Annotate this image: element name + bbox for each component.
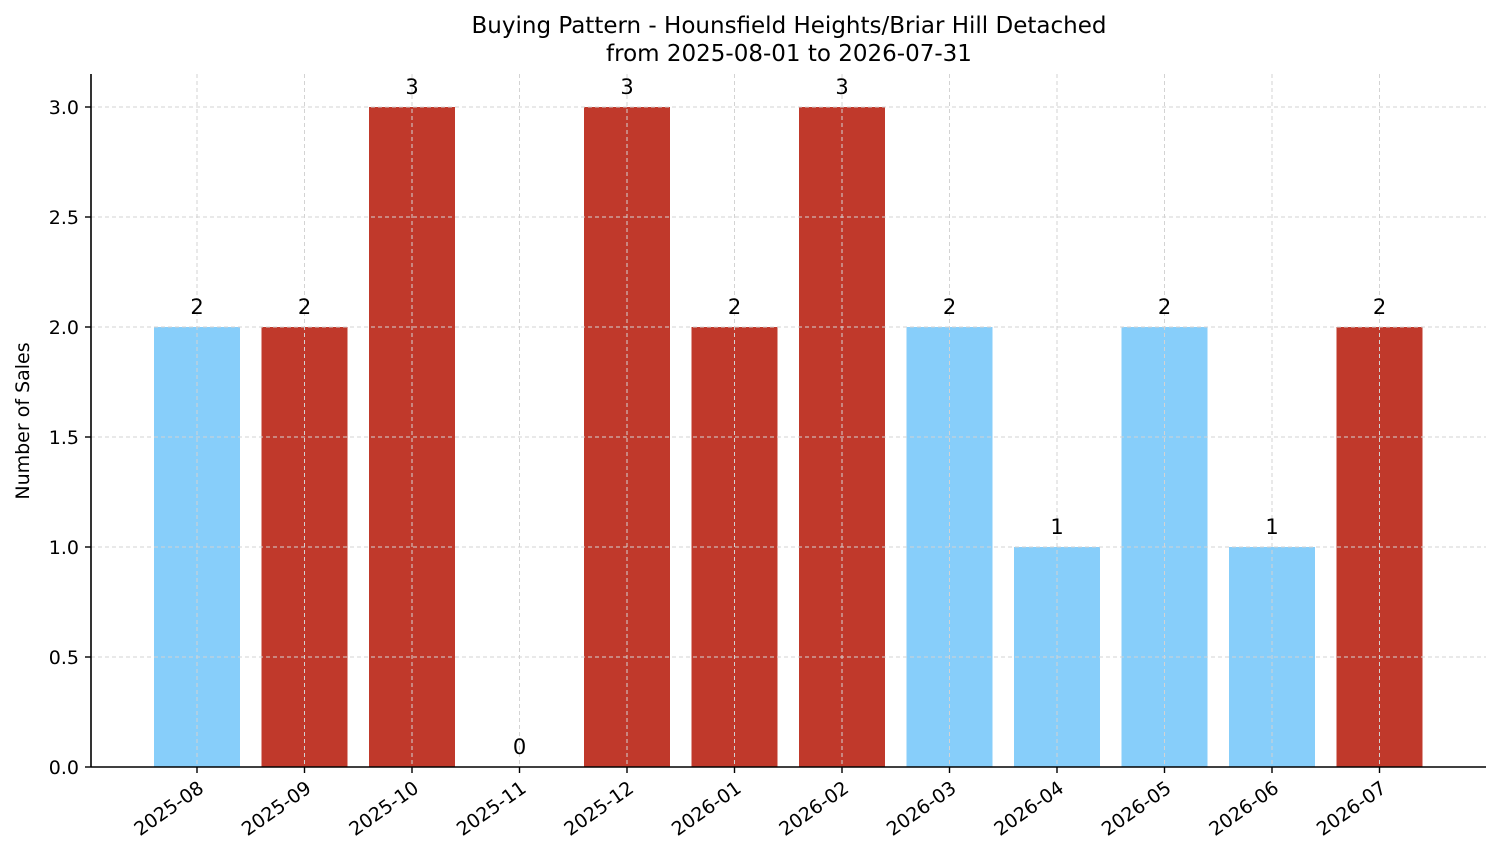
y-tick-label: 0.0: [49, 757, 79, 779]
bar-value-label: 2: [1158, 295, 1171, 319]
bar-value-label: 2: [298, 295, 311, 319]
x-tick-label: 2025-12: [560, 777, 638, 841]
y-tick-label: 0.5: [49, 647, 79, 669]
x-tick-label: 2026-02: [775, 777, 853, 841]
y-tick-label: 3.0: [49, 97, 79, 119]
x-tick-label: 2025-08: [130, 777, 208, 841]
chart-subtitle: from 2025-08-01 to 2026-07-31: [606, 41, 972, 67]
bar-value-label: 2: [943, 295, 956, 319]
bar-value-label: 0: [513, 735, 526, 759]
bar-value-label: 2: [1373, 295, 1386, 319]
y-tick-label: 2.5: [49, 207, 79, 229]
bar-value-label: 3: [620, 75, 633, 99]
y-axis-ticks: 0.0 0.5 1.0 1.5 2.0 2.5 3.0: [49, 97, 91, 779]
bar-value-label: 3: [405, 75, 418, 99]
bar-value-label: 2: [728, 295, 741, 319]
x-tick-label: 2025-09: [238, 777, 316, 841]
y-tick-label: 1.5: [49, 427, 79, 449]
bar-value-label: 1: [1265, 515, 1278, 539]
x-tick-label: 2026-07: [1313, 777, 1391, 841]
bars: [91, 74, 1486, 768]
x-tick-label: 2025-11: [453, 777, 531, 841]
y-axis-label: Number of Sales: [12, 342, 34, 499]
x-axis-ticks: 2025-08 2025-09 2025-10 2025-11 2025-12 2026-…: [130, 767, 1390, 841]
x-tick-label: 2025-10: [345, 777, 423, 841]
x-tick-label: 2026-05: [1098, 777, 1176, 841]
bar-value-labels: 2 2 3 0 3 2 3 2 1 2 1 2: [190, 75, 1386, 759]
x-tick-label: 2026-06: [1205, 777, 1283, 841]
bar-value-label: 2: [190, 295, 203, 319]
bar-value-label: 3: [835, 75, 848, 99]
x-tick-label: 2026-04: [990, 777, 1068, 841]
y-tick-label: 1.0: [49, 537, 79, 559]
y-tick-label: 2.0: [49, 317, 79, 339]
x-tick-label: 2026-01: [668, 777, 746, 841]
x-tick-label: 2026-03: [883, 777, 961, 841]
bar-value-label: 1: [1050, 515, 1063, 539]
chart-title: Buying Pattern - Hounsfield Heights/Bria…: [472, 13, 1107, 39]
